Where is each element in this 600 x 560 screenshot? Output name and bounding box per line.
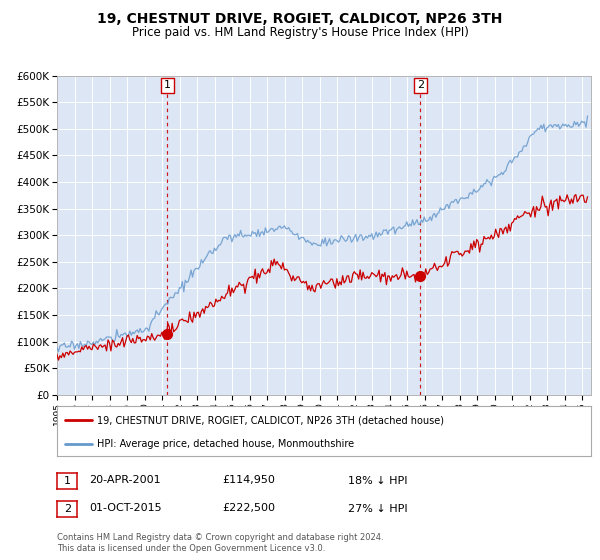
Text: HPI: Average price, detached house, Monmouthshire: HPI: Average price, detached house, Monm…	[97, 439, 354, 449]
Text: 19, CHESTNUT DRIVE, ROGIET, CALDICOT, NP26 3TH: 19, CHESTNUT DRIVE, ROGIET, CALDICOT, NP…	[97, 12, 503, 26]
Text: Price paid vs. HM Land Registry's House Price Index (HPI): Price paid vs. HM Land Registry's House …	[131, 26, 469, 39]
Text: 2: 2	[417, 81, 424, 90]
Text: 01-OCT-2015: 01-OCT-2015	[89, 503, 161, 514]
Text: 1: 1	[64, 476, 71, 486]
Text: This data is licensed under the Open Government Licence v3.0.: This data is licensed under the Open Gov…	[57, 544, 325, 553]
Text: £222,500: £222,500	[222, 503, 275, 514]
Text: Contains HM Land Registry data © Crown copyright and database right 2024.: Contains HM Land Registry data © Crown c…	[57, 533, 383, 542]
Text: 20-APR-2001: 20-APR-2001	[89, 475, 160, 486]
Text: 1: 1	[164, 81, 171, 90]
Text: £114,950: £114,950	[222, 475, 275, 486]
Text: 18% ↓ HPI: 18% ↓ HPI	[348, 475, 407, 486]
Text: 2: 2	[64, 504, 71, 514]
Text: 19, CHESTNUT DRIVE, ROGIET, CALDICOT, NP26 3TH (detached house): 19, CHESTNUT DRIVE, ROGIET, CALDICOT, NP…	[97, 415, 444, 425]
Text: 27% ↓ HPI: 27% ↓ HPI	[348, 503, 407, 514]
